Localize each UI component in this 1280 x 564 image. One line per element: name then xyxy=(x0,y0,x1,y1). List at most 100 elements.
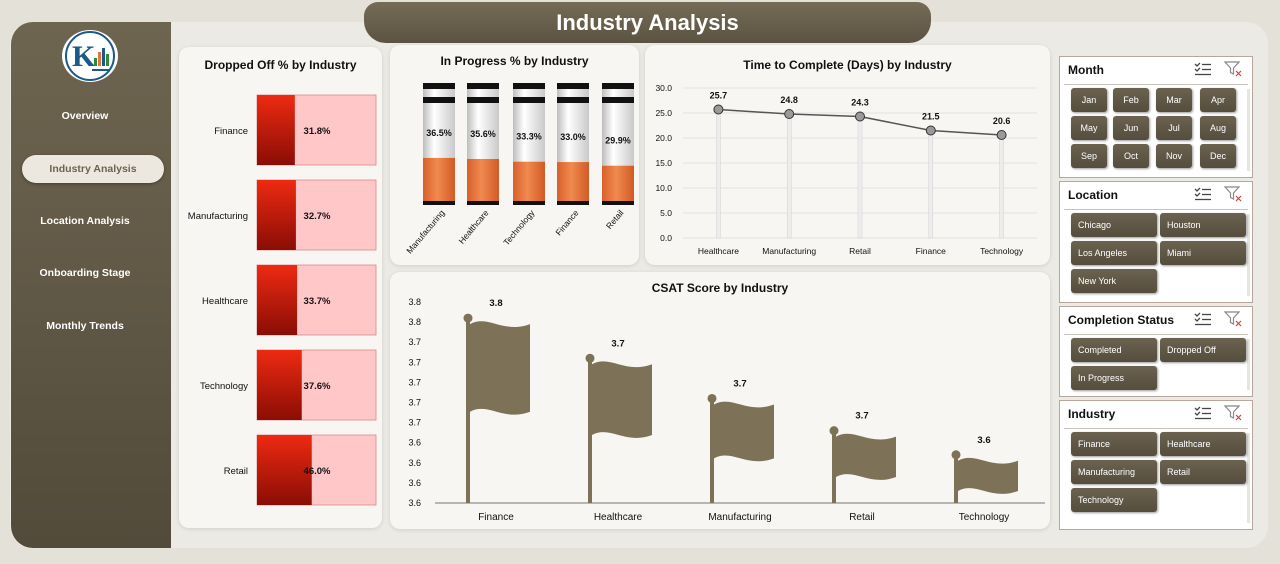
time-y-tick-label: 15.0 xyxy=(655,158,672,168)
slicer-item-feb[interactable]: Feb xyxy=(1113,88,1149,112)
slicer-item-finance[interactable]: Finance xyxy=(1071,432,1157,456)
clear-filter-icon[interactable] xyxy=(1224,311,1242,327)
slicer-item-retail[interactable]: Retail xyxy=(1160,460,1246,484)
csat-flag-finial xyxy=(585,353,595,363)
slicer-scrollbar[interactable] xyxy=(1247,214,1250,296)
slicer-scrollbar[interactable] xyxy=(1247,433,1250,523)
time-category-label: Manufacturing xyxy=(762,246,816,256)
slicer-item-miami[interactable]: Miami xyxy=(1160,241,1246,265)
time-data-point xyxy=(713,104,724,115)
time-y-tick-label: 20.0 xyxy=(655,133,672,143)
time-drop-line xyxy=(999,134,1004,239)
slicer-item-nov[interactable]: Nov xyxy=(1156,144,1192,168)
in-progress-bar-base xyxy=(602,201,634,205)
slicer-divider xyxy=(1064,428,1248,429)
csat-y-tick-label: 3.8 xyxy=(408,297,421,307)
nav-location-analysis[interactable]: Location Analysis xyxy=(40,215,130,227)
csat-card: CSAT Score by Industry 3.8 3.8 3.7 3.7 3.7 3.… xyxy=(390,272,1050,529)
multi-select-icon[interactable] xyxy=(1194,61,1212,77)
dropped-off-value-label: 31.8% xyxy=(304,126,331,137)
slicer-item-technology[interactable]: Technology xyxy=(1071,488,1157,512)
csat-category-label: Manufacturing xyxy=(708,512,771,523)
csat-y-tick-label: 3.7 xyxy=(408,418,421,428)
in-progress-bar xyxy=(602,165,634,201)
dropped-off-title: Dropped Off % by Industry xyxy=(204,58,357,72)
multi-select-icon[interactable] xyxy=(1194,311,1212,327)
csat-flag xyxy=(836,433,896,480)
in-progress-category-label: Retail xyxy=(604,208,626,231)
time-category-label: Technology xyxy=(980,246,1024,256)
dropped-off-bar xyxy=(257,435,312,505)
time-value-label: 25.7 xyxy=(710,91,728,101)
slicer-item-manufacturing[interactable]: Manufacturing xyxy=(1071,460,1157,484)
slicer-divider xyxy=(1064,209,1248,210)
slicer-title: Industry xyxy=(1068,407,1116,421)
slicer-scrollbar[interactable] xyxy=(1247,89,1250,171)
clear-filter-icon[interactable] xyxy=(1224,405,1242,421)
slicer-item-jul[interactable]: Jul xyxy=(1156,116,1192,140)
slicer-item-mar[interactable]: Mar xyxy=(1156,88,1192,112)
slicer-item-jun[interactable]: Jun xyxy=(1113,116,1149,140)
dropped-off-card: Dropped Off % by Industry Finance 31.8% Ma… xyxy=(179,47,382,528)
time-value-label: 21.5 xyxy=(922,112,940,122)
in-progress-bar-base xyxy=(513,201,545,205)
in-progress-category-label: Manufacturing xyxy=(404,208,446,256)
in-progress-bar-cap xyxy=(602,83,634,89)
dropped-off-bar xyxy=(257,265,298,335)
in-progress-title: In Progress % by Industry xyxy=(440,54,589,68)
multi-select-icon[interactable] xyxy=(1194,186,1212,202)
slicer-item-dropped-off[interactable]: Dropped Off xyxy=(1160,338,1246,362)
in-progress-bar-cap xyxy=(557,83,589,89)
svg-text:K: K xyxy=(72,40,96,73)
slicer-scrollbar[interactable] xyxy=(1247,339,1250,390)
csat-value-label: 3.8 xyxy=(489,298,502,309)
time-value-label: 24.8 xyxy=(780,95,798,105)
slicer-item-los-angeles[interactable]: Los Angeles xyxy=(1071,241,1157,265)
time-value-label: 24.3 xyxy=(851,98,869,108)
csat-y-tick-label: 3.6 xyxy=(408,498,421,508)
time-data-point xyxy=(996,130,1007,140)
dropped-off-bar xyxy=(257,95,295,165)
clear-filter-icon[interactable] xyxy=(1224,61,1242,77)
slicer-item-healthcare[interactable]: Healthcare xyxy=(1160,432,1246,456)
in-progress-bar xyxy=(467,158,499,201)
in-progress-card: In Progress % by Industry 36.5% Manufactu… xyxy=(390,45,639,265)
slicer-item-chicago[interactable]: Chicago xyxy=(1071,213,1157,237)
slicer-item-in-progress[interactable]: In Progress xyxy=(1071,366,1157,390)
slicer-item-apr[interactable]: Apr xyxy=(1200,88,1236,112)
in-progress-bar-base xyxy=(423,201,455,205)
time-category-label: Healthcare xyxy=(698,246,739,256)
csat-category-label: Finance xyxy=(478,512,514,523)
nav-overview[interactable]: Overview xyxy=(61,110,109,122)
csat-category-label: Technology xyxy=(959,512,1010,523)
in-progress-category-label: Technology xyxy=(501,207,537,247)
nav-monthly-trends[interactable]: Monthly Trends xyxy=(46,320,124,332)
slicer-item-jan[interactable]: Jan xyxy=(1071,88,1107,112)
csat-y-tick-label: 3.6 xyxy=(408,478,421,488)
csat-y-tick-label: 3.7 xyxy=(408,398,421,408)
slicer-item-houston[interactable]: Houston xyxy=(1160,213,1246,237)
slicer-item-dec[interactable]: Dec xyxy=(1200,144,1236,168)
slicer-toolbar xyxy=(1194,405,1242,421)
in-progress-bar-ring xyxy=(513,97,545,103)
multi-select-icon[interactable] xyxy=(1194,405,1212,421)
time-drop-line xyxy=(786,113,792,239)
nav-onboarding-stage[interactable]: Onboarding Stage xyxy=(39,267,131,279)
slicer-item-completed[interactable]: Completed xyxy=(1071,338,1157,362)
slicer-item-may[interactable]: May xyxy=(1071,116,1107,140)
slicer-item-aug[interactable]: Aug xyxy=(1200,116,1236,140)
nav-industry-analysis[interactable]: Industry Analysis xyxy=(22,155,164,183)
csat-value-label: 3.6 xyxy=(977,435,990,446)
time-data-point xyxy=(855,111,865,122)
csat-flag-finial xyxy=(463,313,473,323)
slicer-divider xyxy=(1064,84,1248,85)
csat-flag-pole xyxy=(588,358,592,503)
slicer-item-oct[interactable]: Oct xyxy=(1113,144,1149,168)
time-value-label: 20.6 xyxy=(993,116,1011,126)
clear-filter-icon[interactable] xyxy=(1224,186,1242,202)
csat-value-label: 3.7 xyxy=(733,378,746,389)
slicer-item-sep[interactable]: Sep xyxy=(1071,144,1107,168)
time-drop-line xyxy=(928,130,934,239)
slicer-item-new-york[interactable]: New York xyxy=(1071,269,1157,293)
slicer-title: Completion Status xyxy=(1068,313,1175,327)
